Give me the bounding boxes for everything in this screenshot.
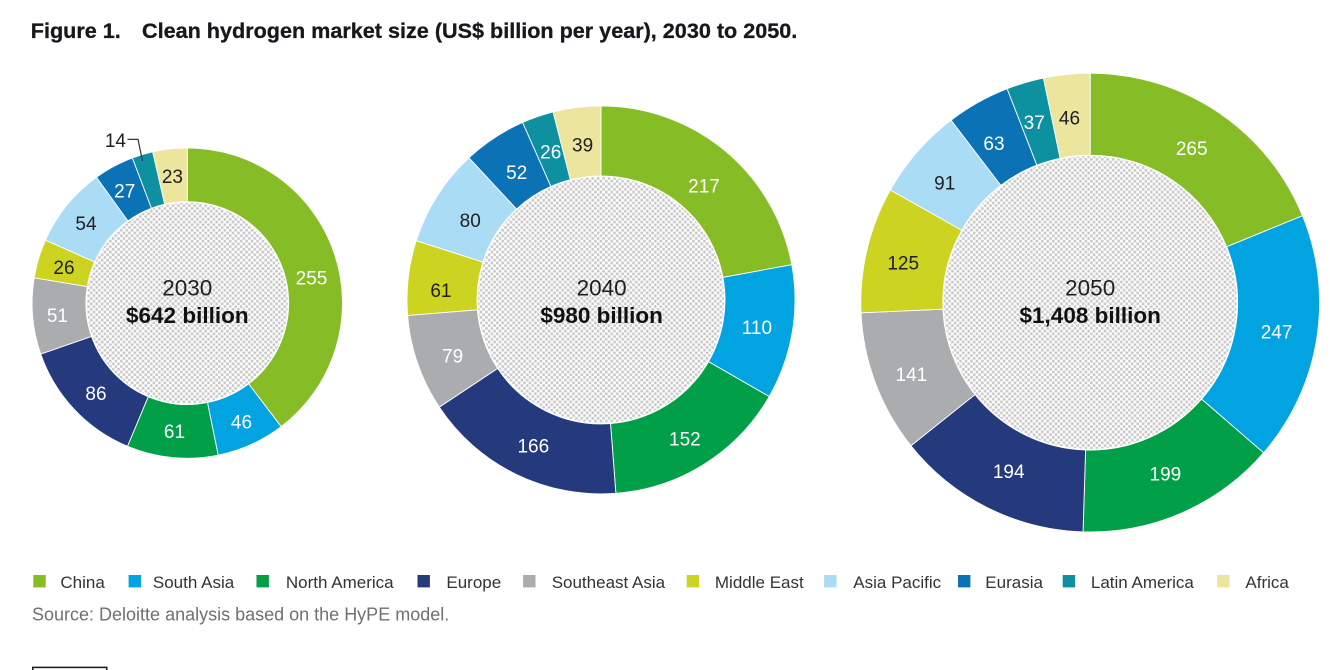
svg-text:152: 152 (669, 430, 701, 451)
svg-text:14: 14 (105, 131, 127, 152)
svg-text:141: 141 (896, 365, 928, 386)
svg-text:39: 39 (572, 136, 593, 157)
svg-text:Figure 1.: Figure 1. (31, 18, 121, 43)
svg-text:26: 26 (540, 142, 561, 163)
svg-text:37: 37 (1024, 113, 1045, 134)
svg-text:166: 166 (517, 436, 549, 457)
svg-text:91: 91 (934, 174, 955, 195)
svg-text:Europe: Europe (446, 573, 501, 592)
svg-text:110: 110 (742, 318, 772, 339)
svg-text:194: 194 (993, 462, 1025, 483)
svg-text:North America: North America (286, 573, 394, 592)
svg-text:South Asia: South Asia (153, 573, 235, 592)
svg-text:Eurasia: Eurasia (985, 573, 1043, 592)
svg-text:27: 27 (114, 181, 135, 202)
svg-text:79: 79 (442, 347, 463, 368)
svg-text:54: 54 (75, 214, 97, 235)
svg-text:Clean hydrogen market size (US: Clean hydrogen market size (US$ billion … (142, 18, 797, 43)
svg-text:52: 52 (506, 163, 527, 184)
svg-text:23: 23 (162, 167, 183, 188)
svg-text:61: 61 (430, 281, 451, 302)
svg-text:$980 billion: $980 billion (540, 303, 663, 328)
svg-text:51: 51 (47, 306, 68, 327)
svg-text:265: 265 (1176, 139, 1208, 160)
svg-text:61: 61 (164, 422, 185, 443)
svg-text:125: 125 (887, 253, 919, 274)
svg-text:Source: Deloitte analysis base: Source: Deloitte analysis based on the H… (32, 605, 449, 625)
svg-text:Asia Pacific: Asia Pacific (853, 573, 941, 592)
svg-text:199: 199 (1150, 465, 1182, 486)
svg-text:2050: 2050 (1065, 276, 1115, 301)
svg-text:217: 217 (688, 177, 720, 198)
svg-text:Africa: Africa (1245, 573, 1289, 592)
svg-text:46: 46 (1059, 108, 1080, 129)
svg-text:80: 80 (460, 211, 481, 232)
svg-text:63: 63 (983, 134, 1004, 155)
svg-text:$1,408 billion: $1,408 billion (1020, 303, 1161, 328)
svg-text:$642 billion: $642 billion (126, 303, 249, 328)
svg-text:46: 46 (231, 412, 252, 433)
svg-text:China: China (60, 573, 105, 592)
svg-text:Middle East: Middle East (715, 573, 804, 592)
svg-text:2040: 2040 (577, 276, 627, 301)
svg-text:Latin America: Latin America (1091, 573, 1195, 592)
svg-text:255: 255 (296, 269, 328, 290)
svg-text:247: 247 (1261, 323, 1293, 344)
svg-text:2030: 2030 (162, 276, 212, 301)
svg-text:86: 86 (85, 384, 106, 405)
svg-text:Southeast Asia: Southeast Asia (552, 573, 666, 592)
svg-text:26: 26 (53, 258, 74, 279)
